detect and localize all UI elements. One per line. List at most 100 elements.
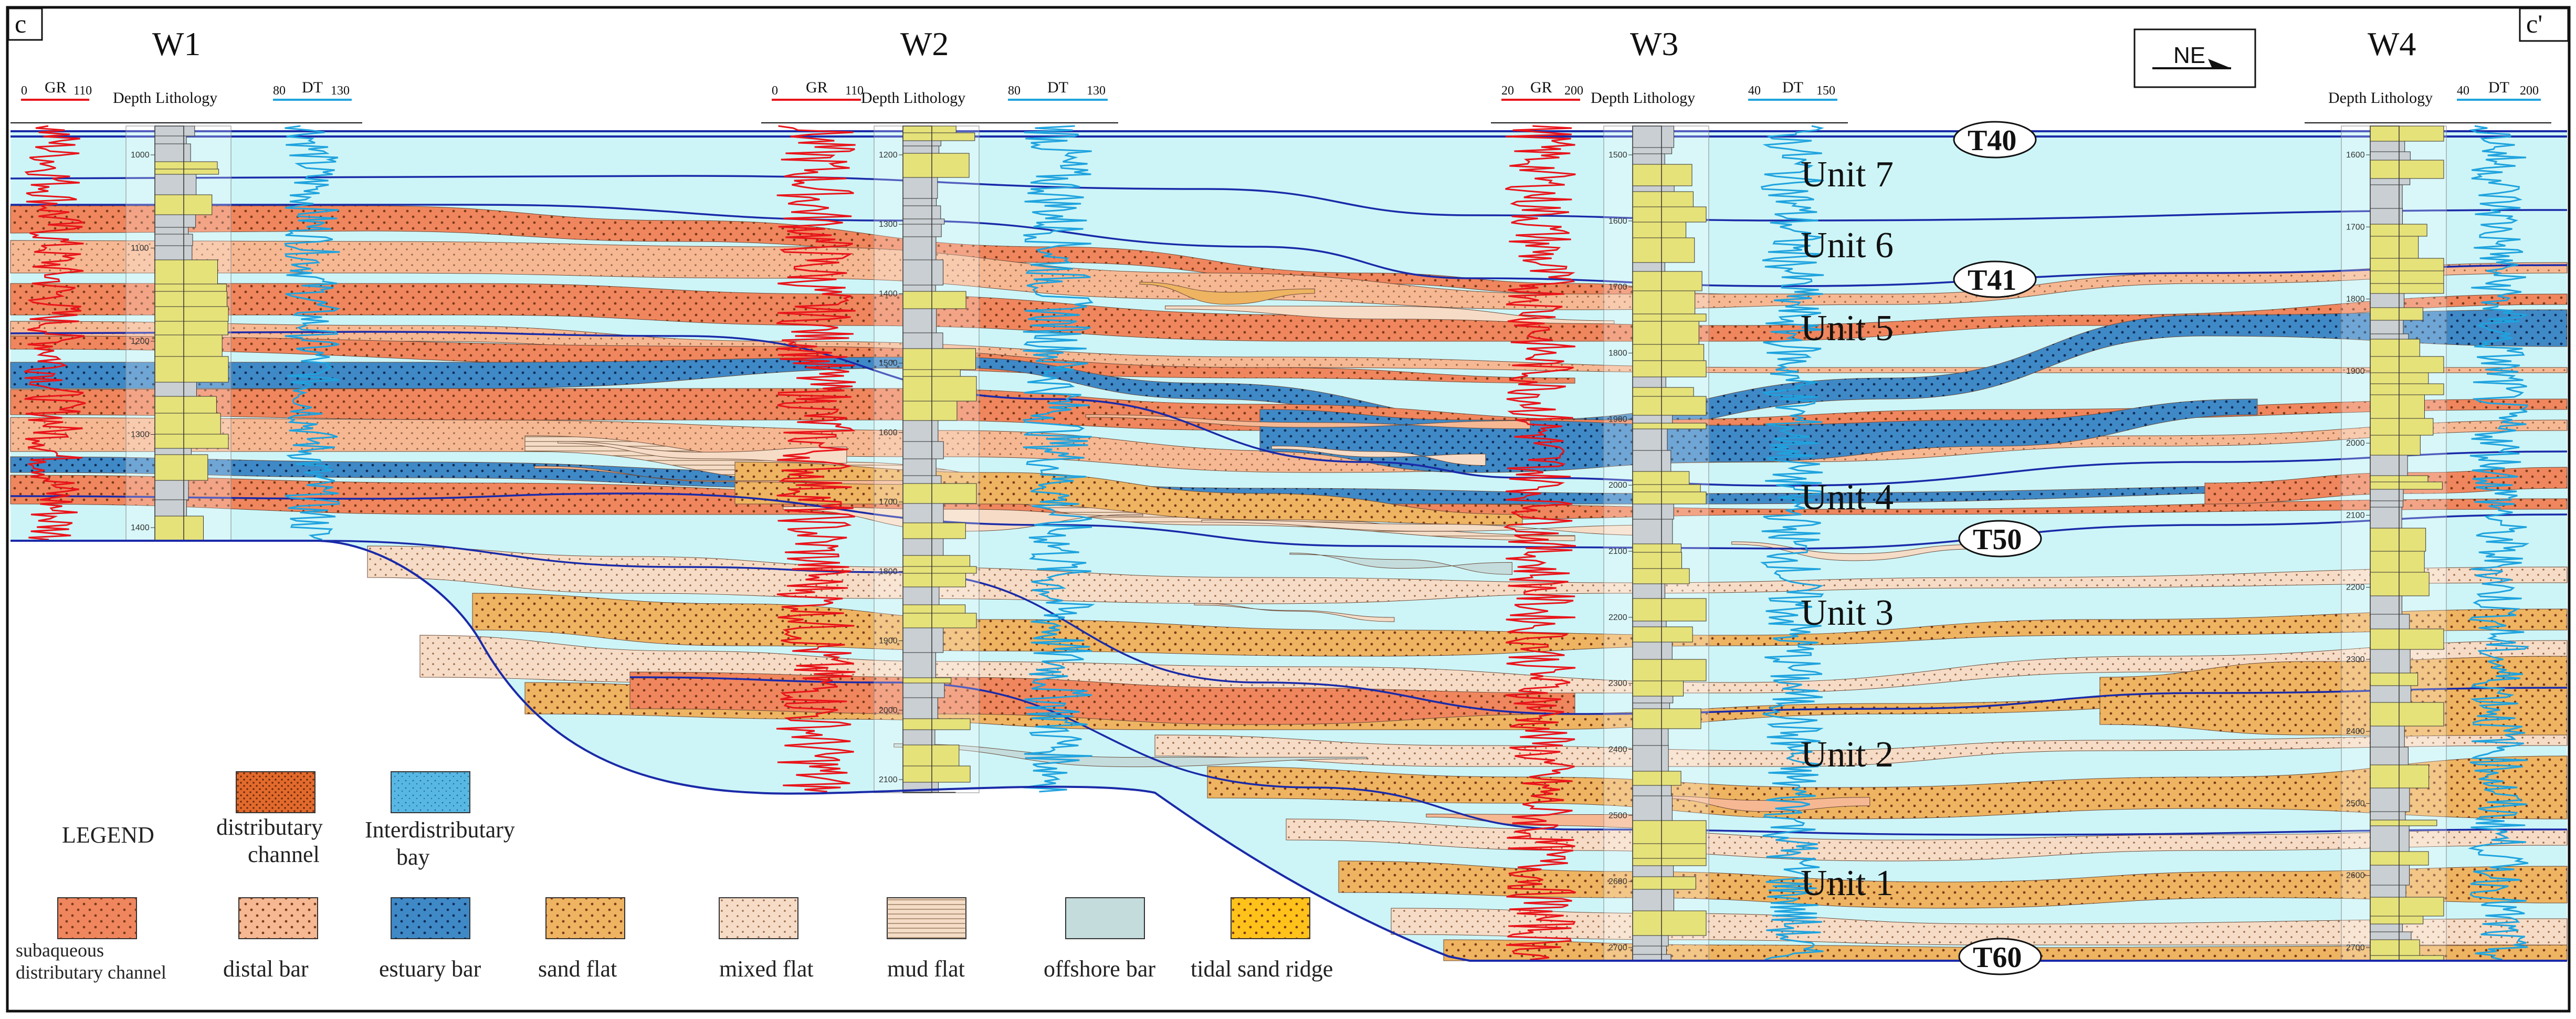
dt-curve [1760, 125, 1824, 961]
lithology-bed [2370, 916, 2424, 925]
depth-tick-label: 1800 [1608, 349, 1627, 358]
orientation-arrow-icon [2208, 59, 2231, 68]
legend-label: distal bar [223, 956, 309, 982]
depth-tick-label: 1100 [131, 244, 149, 253]
lithology-bed [1632, 491, 1707, 505]
lithology-bed [1632, 321, 1699, 345]
lithology-bed [2370, 673, 2419, 686]
gr-scale-min: 20 [1501, 84, 1514, 98]
legend-swatch-pattern [236, 772, 315, 813]
depth-tick-label: 2200 [2346, 583, 2365, 592]
horizon-label: T50 [1973, 523, 2022, 556]
lithology-bed [2370, 702, 2444, 727]
facies-mud-flat-pattern [525, 436, 1575, 541]
well-depth-lithology-label: Depth Lithology [861, 89, 965, 107]
dt-scale-max: 150 [1816, 84, 1835, 98]
legend-label: channel [248, 842, 320, 867]
lithology-bed [2370, 897, 2444, 917]
lithology-bed [1632, 185, 1675, 192]
lithology-bed [2370, 489, 2404, 501]
legend-label: mud flat [887, 956, 965, 982]
lithology-bed [2370, 820, 2437, 826]
dt-scale-min: 80 [1008, 84, 1021, 98]
legend-title: LEGEND [62, 822, 154, 848]
facies-lens [1271, 446, 1486, 466]
gr-scale-min: 0 [21, 84, 27, 98]
lithology-bed [1632, 795, 1673, 821]
lithology-bed [902, 132, 975, 141]
lithology-bed [1632, 935, 1669, 947]
depth-tick-label: 1600 [879, 428, 898, 437]
legend-swatch-pattern [1231, 898, 1310, 939]
corner-label-right: c' [2526, 9, 2542, 38]
lithology-bed [902, 697, 938, 719]
facies-lens [1658, 795, 1870, 812]
unit-label: Unit 4 [1801, 477, 1894, 518]
lithology-bed [1632, 376, 1666, 388]
legend-swatch-pattern [887, 898, 966, 939]
legend-label: offshore bar [1044, 956, 1155, 982]
lithology-bed [1632, 820, 1707, 844]
lithology-bed [154, 516, 204, 541]
lithology-bed [902, 308, 937, 333]
facies-distal-bar-pattern [10, 417, 2567, 472]
lithology-bed [2370, 160, 2444, 179]
horizon-label: T60 [1973, 941, 2022, 974]
lithology-bed [1632, 583, 1666, 599]
unit-labels: Unit 7 Unit 6 Unit 5 Unit 4 Unit 3 Unit … [1801, 154, 1894, 904]
horizon-line [629, 676, 2568, 836]
depth-tick-label: 1500 [879, 359, 898, 368]
unit-label: Unit 6 [1801, 225, 1894, 266]
lithology-bed [2370, 435, 2421, 456]
lithology-bed [902, 566, 977, 574]
well-W4: 1600 1700 1800 1900 2000 2100 2200 2300 2400 2500… [2341, 125, 2530, 961]
lithology-bed [154, 434, 229, 449]
facies-estuary-bar-pattern [10, 457, 2567, 504]
depth-tick-label: 1200 [131, 337, 150, 346]
lithology-bed [1632, 568, 1690, 584]
depth-tick-label: 2300 [2346, 655, 2365, 664]
lithology-bed [1632, 484, 1701, 492]
unit-label: Unit 5 [1801, 308, 1894, 349]
horizon-badge [1958, 938, 2042, 975]
well-name: W1 [152, 25, 201, 62]
lithology-bed [902, 236, 937, 260]
lithology-bed [902, 522, 966, 539]
lithology-bed [2370, 208, 2403, 225]
legend-swatch-pattern [546, 898, 625, 939]
orientation-indicator: NE [2133, 28, 2256, 88]
lithology-bed [1632, 360, 1707, 377]
lithology-bed [902, 729, 935, 745]
legend-swatch-pattern [391, 772, 470, 813]
lithology-bed [1632, 659, 1707, 681]
dt-scale-max: 200 [2520, 84, 2539, 98]
lithology-bed [1632, 503, 1674, 520]
lithology-bed [1632, 344, 1705, 361]
legend-label: Interdistributary [365, 817, 515, 843]
orientation-label: NE [2173, 43, 2205, 68]
lithology-bed [154, 382, 197, 397]
legend-swatch-pattern [58, 898, 136, 939]
lithology-bed [902, 145, 940, 154]
facies-sand-flat-pattern [2100, 656, 2567, 740]
lithology-bed [154, 306, 229, 322]
section-body: 1000 1100 1200 1300 1400 1200 1300 1400 1500 1600… [10, 125, 2568, 962]
facies-lens [1139, 281, 1315, 305]
horizon-badge [1953, 121, 2037, 159]
lithology-bed [1632, 745, 1669, 772]
lithology-bed [1632, 428, 1668, 451]
lithology-bed [2370, 418, 2434, 436]
lithology-bed [2370, 931, 2412, 940]
facies-lens [1289, 552, 1512, 575]
unit-label: Unit 7 [1801, 154, 1894, 195]
lithology-bed [154, 413, 221, 435]
lithology-bed [154, 161, 218, 170]
lithology-bed [902, 483, 977, 504]
depth-tick-label: 1700 [1608, 283, 1627, 292]
depth-tick-label: 1300 [131, 430, 150, 439]
lithology-bed [902, 586, 940, 605]
lithology-bed [1632, 191, 1694, 207]
